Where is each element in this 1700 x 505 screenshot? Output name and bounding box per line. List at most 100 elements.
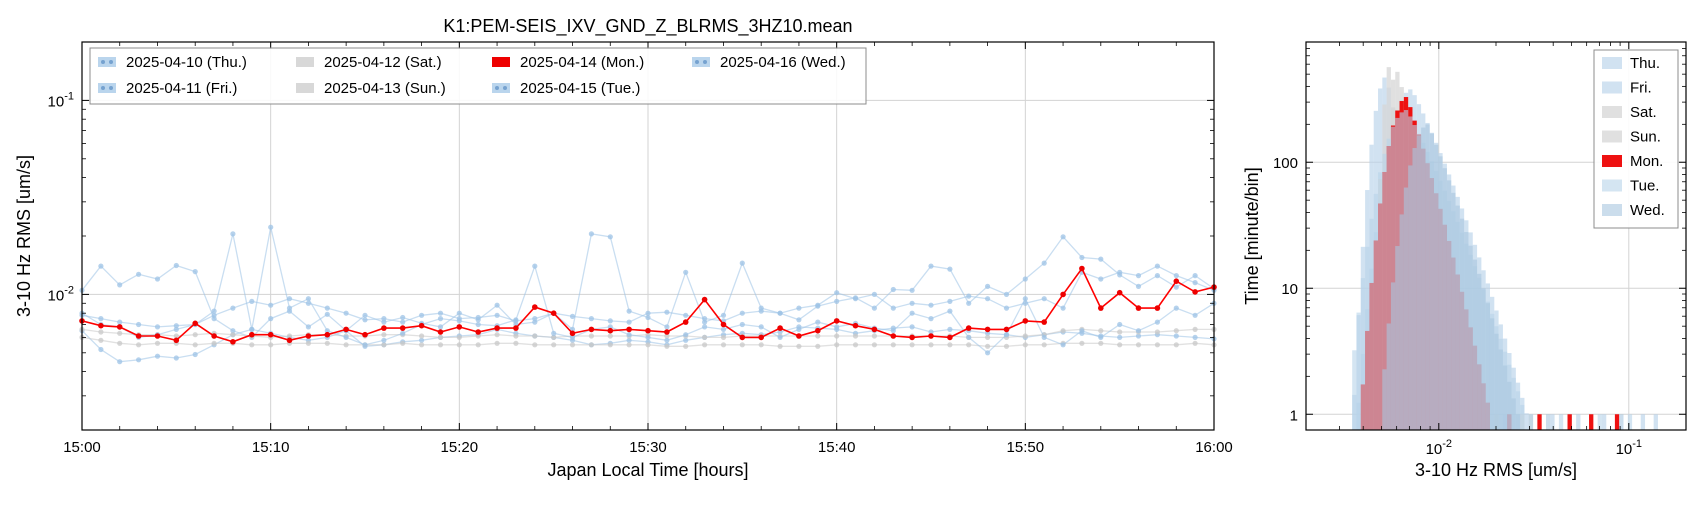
histogram-bar bbox=[1472, 259, 1478, 430]
histogram-bar bbox=[1627, 414, 1633, 430]
data-point bbox=[702, 342, 708, 348]
data-point bbox=[362, 331, 368, 338]
data-point bbox=[494, 312, 500, 318]
time-series-legend: 2025-04-10 (Thu.) 2025-04-11 (Fri.) 2025-0… bbox=[89, 47, 867, 105]
data-point bbox=[1173, 278, 1180, 285]
histogram-bar bbox=[1567, 414, 1572, 430]
data-point bbox=[890, 333, 897, 339]
data-point bbox=[117, 319, 123, 325]
data-point bbox=[569, 330, 576, 337]
data-point bbox=[796, 343, 802, 349]
data-point bbox=[909, 300, 915, 306]
data-point bbox=[966, 293, 972, 299]
data-point bbox=[890, 305, 896, 311]
histogram-bar bbox=[1494, 333, 1499, 430]
data-point bbox=[909, 324, 915, 330]
data-point bbox=[1022, 296, 1028, 302]
data-point bbox=[173, 355, 179, 361]
data-point bbox=[154, 340, 161, 346]
legend-swatch bbox=[98, 83, 116, 93]
data-point bbox=[456, 324, 463, 330]
data-point bbox=[682, 319, 689, 325]
data-point bbox=[947, 342, 953, 348]
data-point bbox=[909, 310, 915, 316]
data-point bbox=[136, 357, 142, 363]
data-point bbox=[1003, 305, 1010, 311]
legend-marker bbox=[101, 86, 105, 90]
data-point bbox=[268, 342, 274, 348]
data-point bbox=[702, 324, 708, 330]
histogram-legend-item-fri: Fri. bbox=[1602, 80, 1652, 97]
data-point bbox=[419, 312, 425, 318]
data-point bbox=[947, 266, 953, 272]
legend-label: 2025-04-16 (Wed.) bbox=[720, 54, 846, 71]
data-point bbox=[815, 327, 821, 334]
data-point bbox=[419, 342, 425, 348]
histogram-bar bbox=[1382, 369, 1387, 430]
data-point bbox=[871, 342, 878, 348]
data-point bbox=[192, 351, 198, 358]
legend-label: Tue. bbox=[1630, 178, 1659, 195]
x-axis-label: Japan Local Time [hours] bbox=[547, 460, 748, 480]
histogram-bar bbox=[1429, 133, 1435, 430]
data-point bbox=[1003, 326, 1010, 333]
data-point bbox=[249, 298, 255, 304]
histogram-x-tick-label: 10-1 bbox=[1616, 438, 1642, 458]
legend-item-2025-04-14-mon: 2025-04-14 (Mon.) bbox=[492, 54, 644, 71]
legend-swatch bbox=[1602, 57, 1622, 69]
data-point bbox=[852, 296, 859, 302]
data-point bbox=[683, 332, 689, 338]
y-tick-label: 10-1 bbox=[48, 90, 74, 110]
data-point bbox=[965, 325, 972, 331]
histogram-bar bbox=[1369, 218, 1374, 430]
legend-label: 2025-04-13 (Sun.) bbox=[324, 80, 446, 97]
histogram-legend-item-thu: Thu. bbox=[1602, 55, 1660, 72]
time-series-lines bbox=[79, 224, 1217, 365]
histogram-series-wed bbox=[1382, 124, 1624, 431]
data-point bbox=[381, 316, 387, 322]
data-point bbox=[1192, 289, 1198, 295]
legend-label: Sun. bbox=[1630, 129, 1661, 146]
legend-swatch bbox=[98, 57, 116, 67]
data-point bbox=[230, 305, 236, 311]
data-point bbox=[664, 333, 670, 339]
histogram-panel: 10-2 10-1 1 10 100 3-10 Hz RMS [um/s] Time [… bbox=[1242, 41, 1687, 480]
data-point bbox=[1135, 283, 1142, 289]
data-point bbox=[305, 296, 311, 302]
data-point bbox=[362, 312, 368, 318]
data-point bbox=[607, 342, 613, 348]
histogram-bar bbox=[1653, 414, 1658, 430]
data-point bbox=[739, 310, 745, 316]
data-point bbox=[1116, 289, 1123, 296]
data-point bbox=[1022, 318, 1029, 324]
histogram-bar bbox=[1576, 414, 1581, 430]
data-point bbox=[362, 317, 368, 323]
data-point bbox=[985, 296, 991, 302]
histogram-bar bbox=[1352, 350, 1357, 430]
data-point bbox=[871, 291, 878, 297]
data-point bbox=[1173, 328, 1179, 334]
legend-label: Sat. bbox=[1630, 104, 1657, 121]
legend-marker bbox=[307, 86, 311, 90]
data-point bbox=[532, 316, 538, 322]
histogram-bar bbox=[1477, 273, 1482, 430]
data-point bbox=[588, 326, 595, 333]
legend-swatch bbox=[1602, 130, 1622, 143]
data-point bbox=[777, 343, 783, 349]
data-point bbox=[532, 333, 538, 339]
data-point bbox=[871, 326, 878, 333]
histogram-ticks: 10-2 10-1 1 10 100 bbox=[1273, 41, 1687, 458]
data-point bbox=[1022, 276, 1028, 282]
data-point bbox=[796, 333, 802, 339]
data-point bbox=[815, 343, 821, 349]
data-point bbox=[909, 334, 915, 341]
data-point bbox=[475, 314, 481, 321]
data-point bbox=[173, 323, 179, 329]
legend-item-2025-04-12-sat: 2025-04-12 (Sat.) bbox=[296, 54, 442, 71]
data-point bbox=[551, 342, 557, 348]
data-point bbox=[588, 333, 595, 339]
data-point bbox=[777, 310, 783, 316]
data-point bbox=[456, 316, 462, 322]
histogram-legend-item-tue: Tue. bbox=[1602, 178, 1659, 195]
data-point bbox=[532, 263, 538, 269]
